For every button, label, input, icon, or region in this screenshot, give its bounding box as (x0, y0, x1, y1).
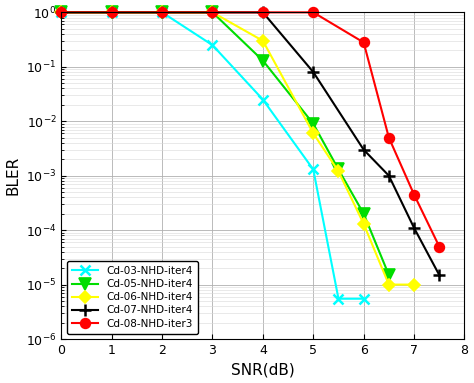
Cd-03-NHD-iter4 (310, 167, 316, 172)
Cd-07-NHD-iter4 (386, 173, 392, 178)
Line: Cd-05-NHD-iter4: Cd-05-NHD-iter4 (56, 7, 394, 281)
Cd-08-NHD-iter3 (386, 135, 392, 140)
Line: Cd-08-NHD-iter3: Cd-08-NHD-iter3 (56, 8, 444, 251)
Cd-07-NHD-iter4 (109, 10, 115, 15)
Cd-03-NHD-iter4 (336, 296, 341, 301)
Cd-05-NHD-iter4 (260, 58, 266, 63)
Cd-03-NHD-iter4 (361, 296, 366, 301)
Cd-06-NHD-iter4 (310, 131, 316, 136)
Cd-06-NHD-iter4 (411, 282, 417, 287)
Line: Cd-03-NHD-iter4: Cd-03-NHD-iter4 (56, 8, 368, 304)
Cd-08-NHD-iter3 (310, 10, 316, 15)
Cd-06-NHD-iter4 (58, 10, 64, 15)
Cd-08-NHD-iter3 (411, 192, 417, 197)
Line: Cd-06-NHD-iter4: Cd-06-NHD-iter4 (57, 8, 418, 289)
Cd-03-NHD-iter4 (159, 10, 165, 15)
Cd-06-NHD-iter4 (386, 282, 392, 287)
Cd-08-NHD-iter3 (437, 244, 442, 249)
Cd-07-NHD-iter4 (159, 10, 165, 15)
Cd-05-NHD-iter4 (109, 10, 115, 15)
Cd-05-NHD-iter4 (58, 10, 64, 15)
Cd-07-NHD-iter4 (411, 226, 417, 230)
Cd-08-NHD-iter3 (361, 40, 366, 45)
Cd-05-NHD-iter4 (210, 10, 215, 15)
Cd-06-NHD-iter4 (336, 169, 341, 173)
Cd-06-NHD-iter4 (159, 10, 165, 15)
Cd-08-NHD-iter3 (260, 10, 266, 15)
Cd-06-NHD-iter4 (361, 222, 366, 226)
Cd-07-NHD-iter4 (437, 273, 442, 277)
Line: Cd-07-NHD-iter4: Cd-07-NHD-iter4 (55, 6, 446, 281)
Cd-06-NHD-iter4 (260, 39, 266, 43)
Cd-05-NHD-iter4 (361, 211, 366, 216)
Cd-08-NHD-iter3 (210, 10, 215, 15)
X-axis label: SNR(dB): SNR(dB) (231, 362, 295, 377)
Cd-07-NHD-iter4 (210, 10, 215, 15)
Cd-07-NHD-iter4 (361, 147, 366, 152)
Cd-03-NHD-iter4 (109, 10, 115, 15)
Cd-07-NHD-iter4 (310, 70, 316, 74)
Cd-05-NHD-iter4 (386, 273, 392, 277)
Cd-07-NHD-iter4 (260, 10, 266, 15)
Cd-05-NHD-iter4 (336, 167, 341, 172)
Cd-03-NHD-iter4 (210, 43, 215, 47)
Cd-06-NHD-iter4 (109, 10, 115, 15)
Cd-05-NHD-iter4 (310, 121, 316, 126)
Cd-07-NHD-iter4 (58, 10, 64, 15)
Cd-08-NHD-iter3 (109, 10, 115, 15)
Cd-08-NHD-iter3 (159, 10, 165, 15)
Cd-05-NHD-iter4 (159, 10, 165, 15)
Legend: Cd-03-NHD-iter4, Cd-05-NHD-iter4, Cd-06-NHD-iter4, Cd-07-NHD-iter4, Cd-08-NHD-it: Cd-03-NHD-iter4, Cd-05-NHD-iter4, Cd-06-… (66, 261, 198, 334)
Cd-08-NHD-iter3 (58, 10, 64, 15)
Cd-03-NHD-iter4 (260, 97, 266, 102)
Cd-06-NHD-iter4 (210, 10, 215, 15)
Y-axis label: BLER: BLER (6, 156, 20, 195)
Cd-03-NHD-iter4 (58, 10, 64, 15)
